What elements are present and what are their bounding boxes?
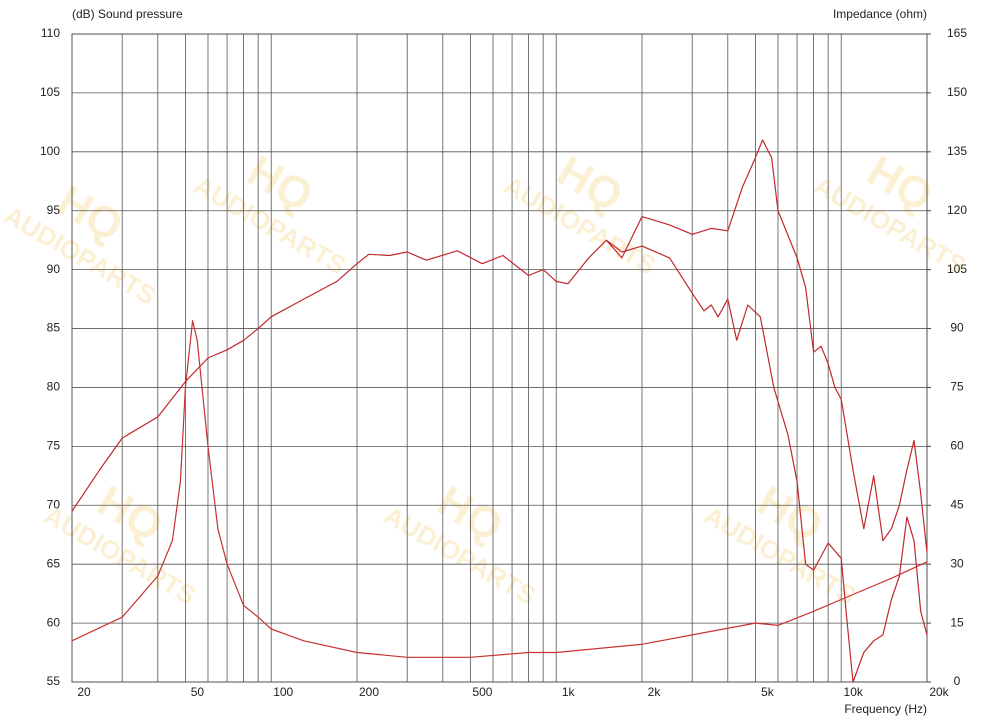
x-tick-label: 1k [562,685,576,699]
x-tick-label: 200 [359,685,379,699]
y-tick-label: 110 [41,26,60,40]
y-tick-label: 105 [40,85,60,99]
y-axis-label: (dB) Sound pressure [72,7,183,21]
y-tick-label: 100 [40,144,60,158]
y2-tick-label: 165 [947,26,967,40]
line-series [71,139,928,553]
x-tick-label: 100 [273,685,293,699]
x-tick-label: 500 [472,685,492,699]
y-tick-label: 75 [47,439,61,453]
y2-axis-label: Impedance (ohm) [833,7,927,21]
y2-tick-label: 45 [950,497,964,511]
y-tick-label: 55 [47,674,61,688]
x-tick-label: 2k [648,685,662,699]
y2-tick-label: 120 [947,203,967,217]
y2-tick-label: 30 [950,556,964,570]
x-tick-label: 50 [191,685,205,699]
x-tick-label: 20 [77,685,91,699]
y2-tick-label: 150 [947,85,967,99]
x-axis-label: Frequency (Hz) [844,702,927,716]
y2-tick-label: 60 [950,439,964,453]
x-tick-label: 20k [929,685,949,699]
line-series [71,320,928,658]
y-tick-label: 85 [47,321,61,335]
y-tick-label: 95 [47,203,61,217]
y2-tick-label: 75 [950,380,964,394]
y-tick-label: 65 [47,556,61,570]
x-tick-label: 5k [761,685,775,699]
y-tick-label: 70 [47,497,61,511]
y-tick-label: 90 [47,262,61,276]
y-tick-label: 80 [47,380,61,394]
y2-tick-label: 105 [947,262,967,276]
y-tick-label: 60 [47,615,61,629]
y2-tick-label: 90 [950,321,964,335]
y2-tick-label: 0 [954,674,961,688]
x-tick-label: 10k [844,685,864,699]
y2-tick-label: 15 [950,615,964,629]
y2-tick-label: 135 [947,144,967,158]
line-series [606,239,928,683]
